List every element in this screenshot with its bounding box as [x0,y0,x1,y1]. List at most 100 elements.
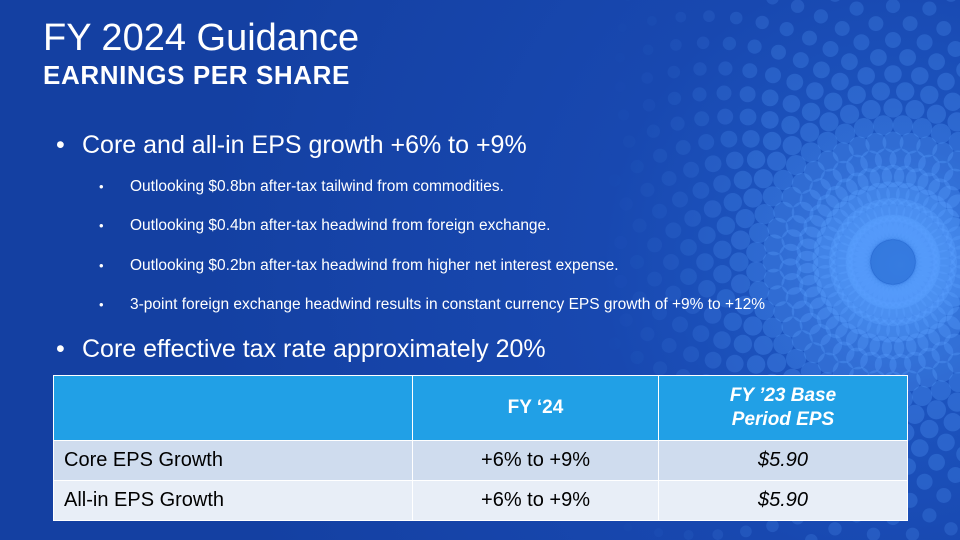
halftone-dot [614,275,627,288]
halftone-dot [902,16,918,32]
halftone-dot [692,182,710,199]
halftone-dot [624,0,632,1]
halftone-dot [859,202,884,227]
halftone-dot [813,61,830,79]
halftone-dot [889,148,912,171]
halftone-dot [874,353,897,376]
halftone-dot [820,217,845,241]
halftone-dot [857,333,881,356]
halftone-dot [817,131,838,152]
halftone-dot [911,266,937,292]
bullet-text: Core and all-in EPS growth +6% to +9% [82,131,527,159]
halftone-dot [950,245,960,269]
row-fy24-value: +6% to +9% [412,480,659,521]
halftone-dot [763,234,785,256]
halftone-dot [928,178,951,201]
halftone-dot [922,1,937,16]
halftone-dot [832,341,855,364]
halftone-dot [716,289,736,308]
halftone-dot [885,0,901,14]
halftone-dot [826,291,850,316]
halftone-dot [892,216,918,242]
halftone-dot [726,354,744,373]
halftone-dot [870,49,887,66]
halftone-dot [829,257,854,282]
halftone-dot [683,161,700,178]
halftone-dot [704,155,722,173]
halftone-dot [828,249,854,275]
halftone-dot [642,44,654,56]
halftone-dot [915,246,941,273]
halftone-dot [632,218,647,233]
row-base-eps-value: $5.90 [658,440,908,481]
halftone-dot [853,118,875,139]
halftone-dot [781,273,804,295]
halftone-dot [936,291,960,316]
halftone-dot [670,39,682,51]
halftone-dot [846,289,872,314]
halftone-dot [615,53,625,63]
halftone-dot [785,215,808,237]
halftone-dot [809,178,832,201]
halftone-dot [846,328,869,352]
halftone-dot [703,10,715,23]
halftone-dot [735,295,755,315]
halftone-dot [723,193,742,212]
halftone-dot [652,305,667,321]
halftone-dot [806,82,824,100]
halftone-dot [713,175,731,193]
halftone-dot [915,251,941,278]
halftone-dot [911,232,937,258]
halftone-dot [908,228,934,254]
halftone-dot [661,171,677,186]
sub-bullet-text: 3-point foreign exchange headwind result… [130,296,766,313]
halftone-dot [881,164,905,188]
halftone-dot [857,314,881,339]
halftone-dot [866,182,890,207]
halftone-dot [773,169,794,190]
halftone-dot [753,335,774,355]
halftone-dot [762,186,783,207]
halftone-dot [896,182,920,207]
halftone-dot [832,160,855,183]
halftone-dot [893,165,917,189]
halftone-dot [859,277,885,303]
halftone-dot [901,277,927,303]
halftone-dot [781,115,800,135]
halftone-dot [830,0,840,2]
halftone-dot [840,104,860,124]
halftone-dot [791,172,813,194]
halftone-dot [936,208,960,233]
halftone-dot [908,270,934,296]
eps-guidance-table: FY ‘24 FY ’23 Base Period EPS Core EPS G… [53,375,908,521]
halftone-dot [881,336,905,360]
halftone-dot [857,67,875,85]
halftone-dot [841,53,858,71]
halftone-dot [746,355,766,374]
halftone-dot [938,315,960,339]
halftone-dot [667,91,682,106]
halftone-dot [816,274,841,298]
halftone-dot [733,334,753,354]
halftone-dot [801,102,821,122]
halftone-dot [642,98,656,112]
halftone-dot [767,285,789,307]
halftone-dot [600,149,612,161]
halftone-dot [805,534,818,540]
halftone-dot [846,172,869,196]
halftone-dot [947,467,960,483]
halftone-dot [928,228,953,253]
halftone-dot [943,92,960,111]
halftone-dot [947,352,960,374]
halftone-dot [946,194,960,217]
halftone-dot [640,182,655,197]
halftone-dot [771,44,786,60]
halftone-dot [931,341,954,364]
halftone-dot [874,148,897,171]
halftone-dot [615,81,626,92]
halftone-dot [908,293,934,318]
halftone-dot [828,522,842,536]
halftone-dot [926,104,947,124]
halftone-dot [608,337,621,350]
halftone-dot [948,265,960,289]
